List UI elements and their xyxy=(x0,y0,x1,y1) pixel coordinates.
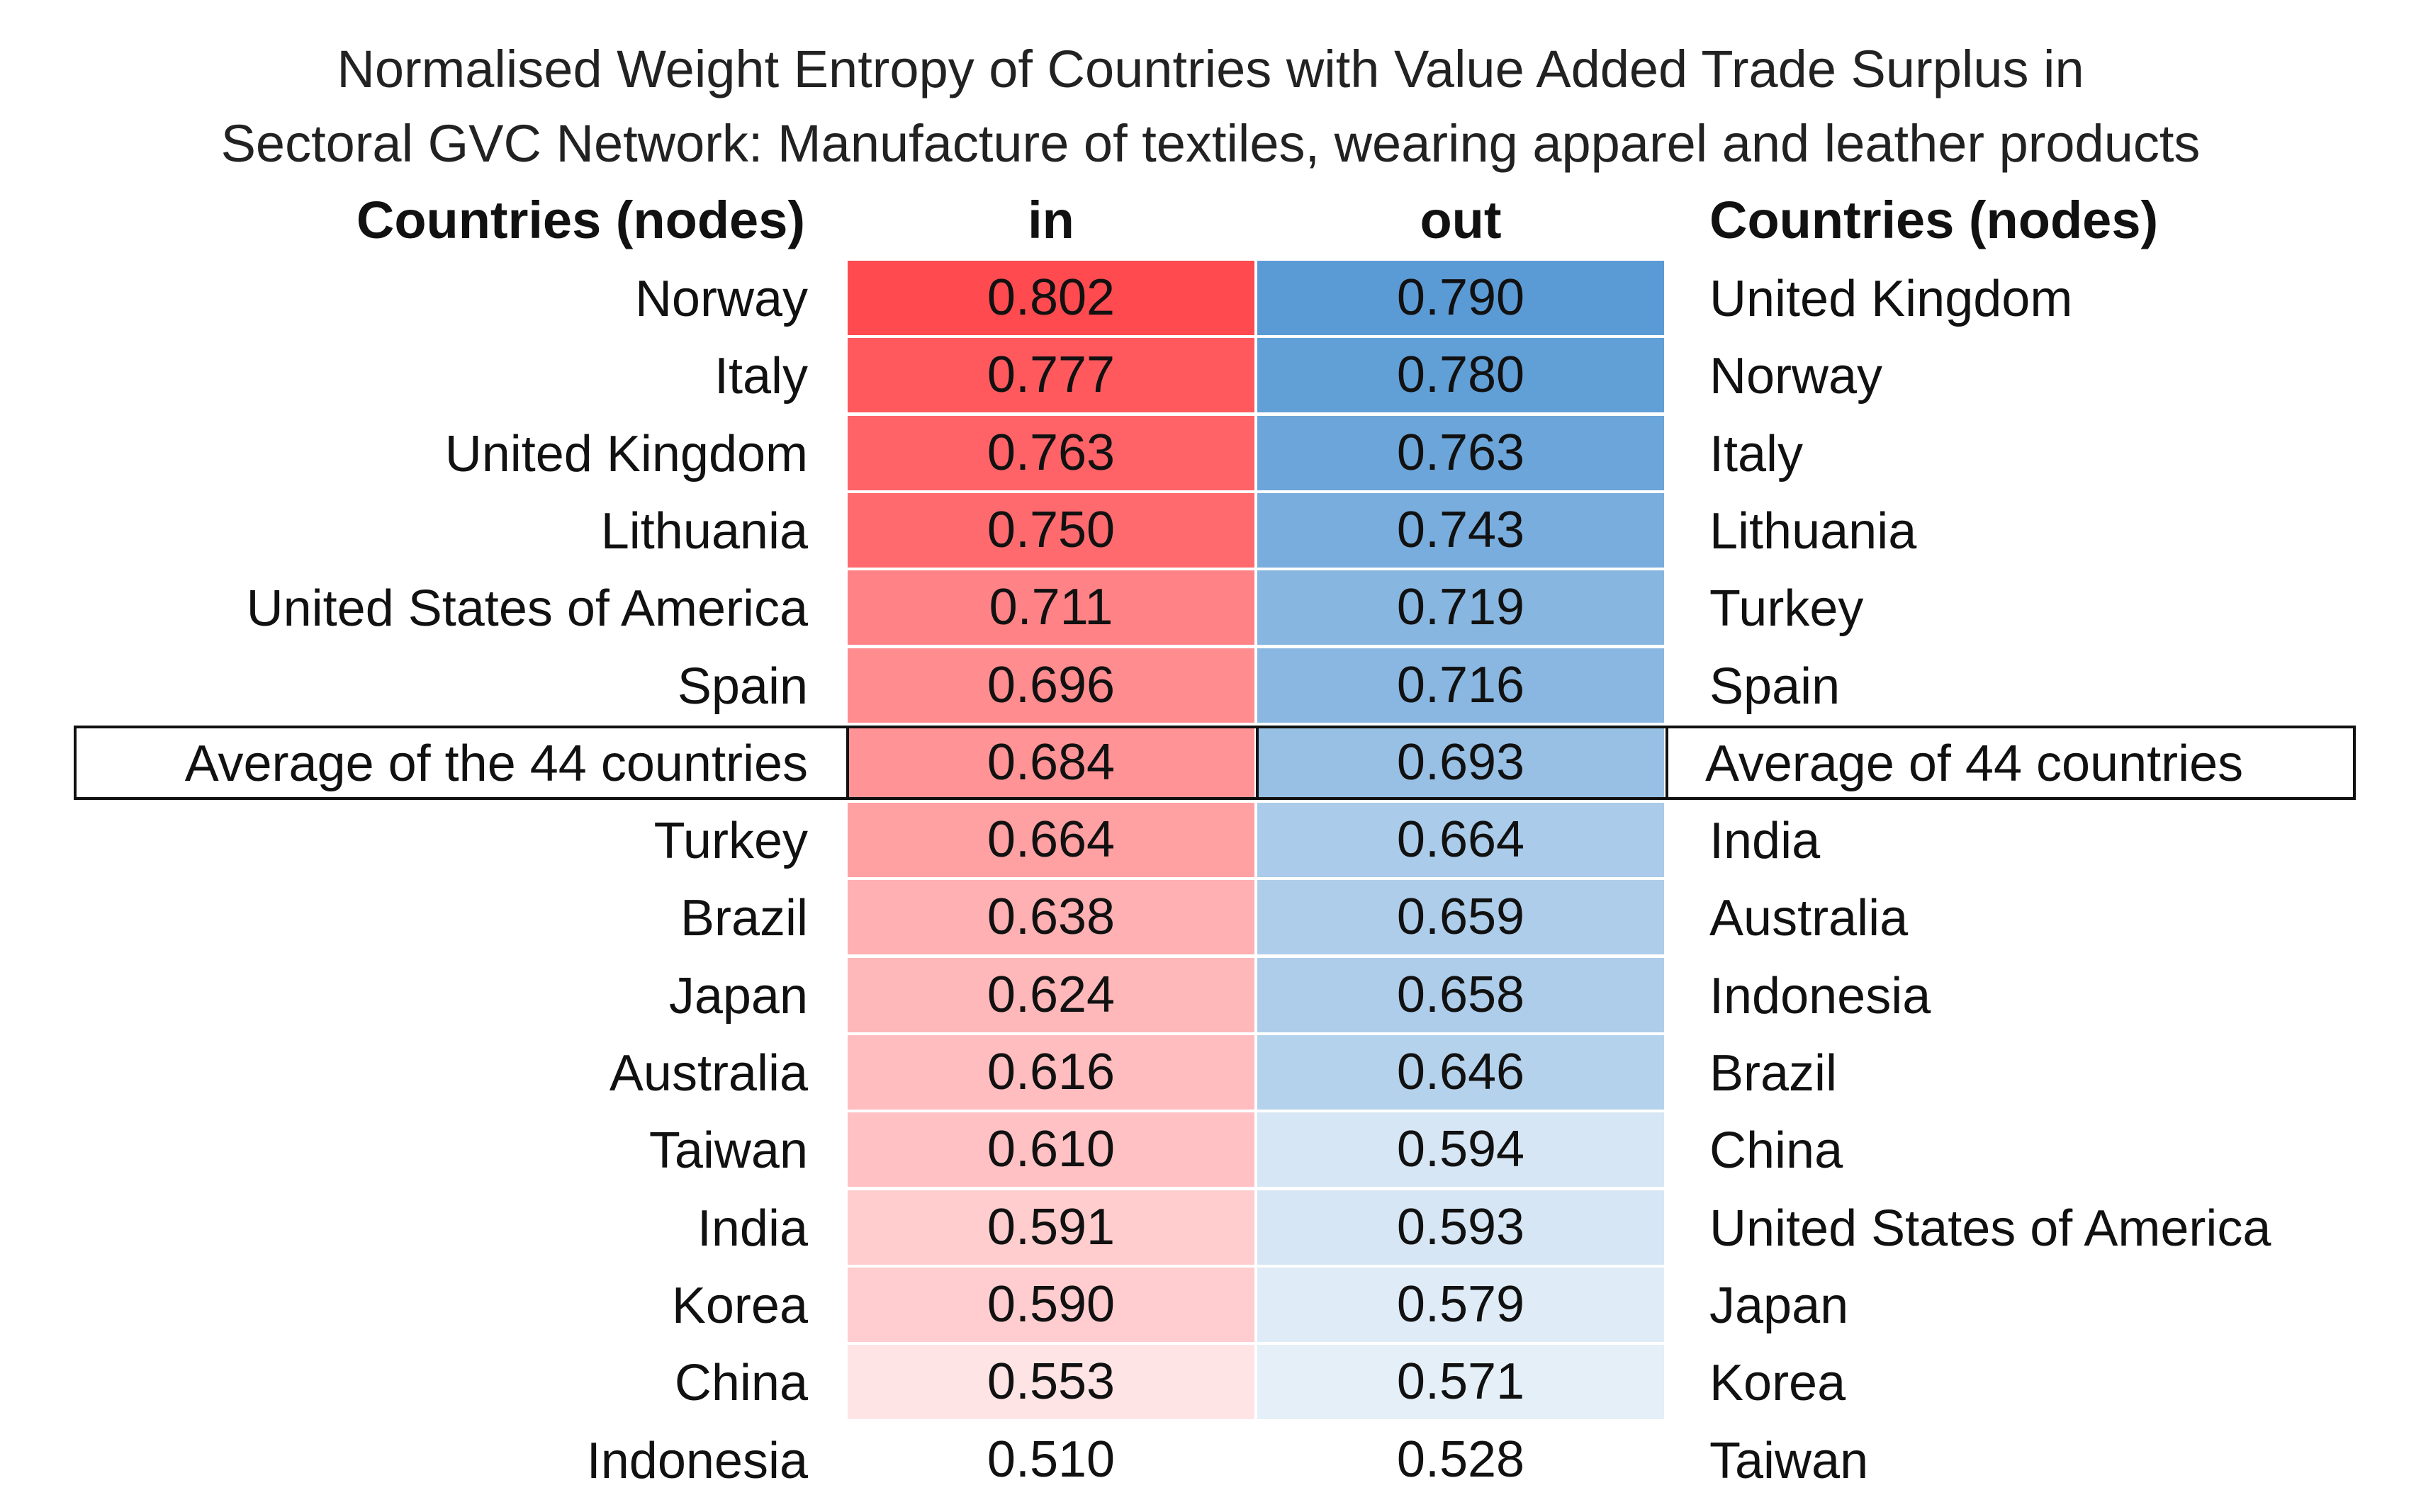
chart-title-line-1: Normalised Weight Entropy of Countries w… xyxy=(337,40,2084,98)
table-row: Taiwan 0.610 0.594 China xyxy=(0,1112,2421,1190)
out-value-cell: 0.743 xyxy=(1257,492,1664,568)
left-country-name: United Kingdom xyxy=(444,425,808,483)
table-row: Spain 0.696 0.716 Spain xyxy=(0,648,2421,726)
left-country-name: Australia xyxy=(609,1045,808,1102)
header-in: in xyxy=(1028,191,1074,249)
in-value-cell: 0.664 xyxy=(848,803,1254,878)
out-value-cell: 0.763 xyxy=(1257,415,1664,490)
left-country-name: Brazil xyxy=(680,890,808,947)
right-country-name: Norway xyxy=(1709,348,1883,405)
left-country-name: Average of the 44 countries xyxy=(184,735,808,792)
right-country-name: Turkey xyxy=(1709,580,1864,638)
out-value-cell: 0.780 xyxy=(1257,338,1664,413)
out-value-cell: 0.719 xyxy=(1257,570,1664,645)
in-value-cell: 0.591 xyxy=(848,1190,1254,1265)
out-value-cell: 0.593 xyxy=(1257,1190,1664,1265)
chart-title-line-2: Sectoral GVC Network: Manufacture of tex… xyxy=(220,114,2201,173)
table-row: Korea 0.590 0.579 Japan xyxy=(0,1267,2421,1345)
right-country-name: Italy xyxy=(1709,425,1804,483)
in-value-cell: 0.553 xyxy=(848,1345,1254,1420)
left-country-name: United States of America xyxy=(246,580,808,638)
in-value-cell: 0.684 xyxy=(848,725,1254,800)
in-value-cell: 0.638 xyxy=(848,880,1254,955)
table-row: United Kingdom 0.763 0.763 Italy xyxy=(0,415,2421,493)
right-country-name: Australia xyxy=(1709,890,1909,947)
out-value-cell: 0.594 xyxy=(1257,1112,1664,1187)
right-country-name: China xyxy=(1709,1122,1843,1180)
out-value-cell: 0.646 xyxy=(1257,1035,1664,1110)
right-country-name: Korea xyxy=(1709,1355,1846,1412)
left-country-name: Norway xyxy=(634,271,808,327)
left-country-name: Lithuania xyxy=(600,502,808,560)
average-row-divider xyxy=(1666,725,1668,800)
left-country-name: Japan xyxy=(668,967,808,1025)
left-country-name: Turkey xyxy=(653,813,808,870)
right-country-name: Brazil xyxy=(1709,1045,1838,1102)
out-value-cell: 0.571 xyxy=(1257,1345,1664,1420)
header-out: out xyxy=(1420,191,1502,249)
in-value-cell: 0.590 xyxy=(848,1267,1254,1342)
in-value-cell: 0.802 xyxy=(848,261,1254,335)
in-value-cell: 0.624 xyxy=(848,957,1254,1032)
left-country-name: Spain xyxy=(677,658,808,715)
left-country-name: Taiwan xyxy=(648,1122,808,1180)
header-left-countries: Countries (nodes) xyxy=(356,191,805,249)
out-value-cell: 0.664 xyxy=(1257,803,1664,878)
table-row: China 0.553 0.571 Korea xyxy=(0,1345,2421,1422)
average-row-divider xyxy=(846,725,849,800)
left-country-name: Italy xyxy=(714,348,808,405)
in-value-cell: 0.616 xyxy=(848,1035,1254,1110)
header-right-countries: Countries (nodes) xyxy=(1709,191,2159,249)
table-row: Brazil 0.638 0.659 Australia xyxy=(0,880,2421,957)
left-country-name: India xyxy=(697,1200,808,1257)
in-value-cell: 0.763 xyxy=(848,415,1254,490)
out-value-cell: 0.579 xyxy=(1257,1267,1664,1342)
out-value-cell: 0.693 xyxy=(1257,725,1664,800)
out-value-cell: 0.658 xyxy=(1257,957,1664,1032)
right-country-name: India xyxy=(1709,813,1821,870)
out-value-cell: 0.716 xyxy=(1257,648,1664,723)
right-country-name: Taiwan xyxy=(1709,1432,1869,1489)
average-row: Average of the 44 countries 0.684 0.693 Ave… xyxy=(0,725,2421,803)
in-value-cell: 0.750 xyxy=(848,492,1254,568)
in-value-cell: 0.696 xyxy=(848,648,1254,723)
in-value-cell: 0.711 xyxy=(848,570,1254,645)
out-value-cell: 0.528 xyxy=(1396,1431,1525,1488)
out-value-cell: 0.790 xyxy=(1257,261,1664,335)
in-value-cell: 0.777 xyxy=(848,338,1254,413)
average-row-divider xyxy=(1256,725,1259,800)
in-value-cell: 0.510 xyxy=(987,1431,1116,1488)
table-row: Italy 0.777 0.780 Norway xyxy=(0,338,2421,415)
left-country-name: Korea xyxy=(671,1277,808,1334)
table-row: United States of America 0.711 0.719 Turkey xyxy=(0,570,2421,648)
table-row: India 0.591 0.593 United States of America xyxy=(0,1190,2421,1268)
right-country-name: Lithuania xyxy=(1709,502,1917,560)
table-row: Turkey 0.664 0.664 India xyxy=(0,803,2421,880)
right-country-name: Average of 44 countries xyxy=(1705,735,2244,792)
in-value-cell: 0.610 xyxy=(848,1112,1254,1187)
table-row: Japan 0.624 0.658 Indonesia xyxy=(0,957,2421,1035)
table-row: Australia 0.616 0.646 Brazil xyxy=(0,1035,2421,1112)
out-value-cell: 0.659 xyxy=(1257,880,1664,955)
right-country-name: Japan xyxy=(1709,1277,1849,1334)
left-country-name: China xyxy=(674,1355,808,1412)
table-row: Lithuania 0.750 0.743 Lithuania xyxy=(0,492,2421,570)
right-country-name: Spain xyxy=(1709,658,1841,715)
right-country-name: Indonesia xyxy=(1709,967,1931,1025)
table-row: Norway 0.802 0.790 United Kingdom xyxy=(0,261,2421,338)
table-row: Indonesia 0.510 0.528 Taiwan xyxy=(0,1423,2421,1500)
right-country-name: United Kingdom xyxy=(1709,271,2073,327)
right-country-name: United States of America xyxy=(1709,1200,2271,1257)
left-country-name: Indonesia xyxy=(586,1432,808,1489)
